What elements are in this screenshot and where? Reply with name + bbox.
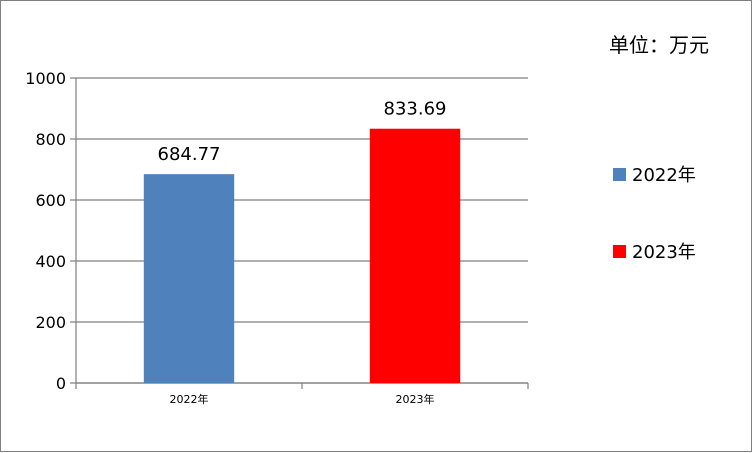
- x-tick-label-2022年: 2022年: [170, 392, 209, 406]
- unit-label: 单位：万元: [609, 33, 709, 57]
- bar-2022年: [143, 174, 235, 383]
- y-tick-label-200: 200: [35, 313, 66, 332]
- legend-label-2022: 2022年: [632, 165, 696, 186]
- legend-swatch-2023: [613, 244, 626, 258]
- data-label-2022年: 684.77: [158, 144, 221, 165]
- legend-item-2022: 2022年: [613, 161, 696, 187]
- data-label-2023年: 833.69: [384, 99, 447, 120]
- legend-item-2023: 2023年: [613, 238, 696, 264]
- legend-label-2023: 2023年: [632, 242, 696, 263]
- y-tick-label-600: 600: [35, 191, 66, 210]
- y-tick-label-0: 0: [56, 374, 66, 393]
- y-tick-label-400: 400: [35, 252, 66, 271]
- legend-swatch-2022: [613, 167, 626, 181]
- y-tick-label-800: 800: [35, 130, 66, 149]
- y-tick-label-1000: 1000: [25, 69, 66, 88]
- x-tick-label-2023年: 2023年: [396, 392, 435, 406]
- bar-2023年: [369, 128, 461, 383]
